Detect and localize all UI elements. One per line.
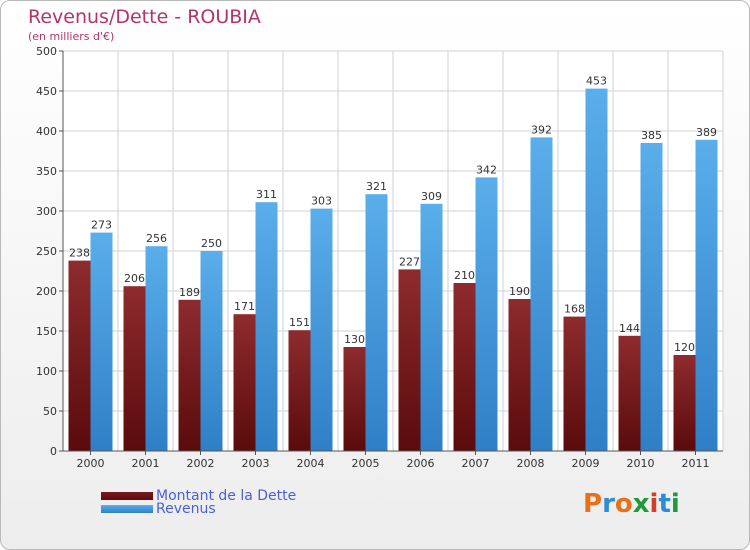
data-label: 151 (289, 316, 310, 329)
x-tick-label: 2001 (132, 457, 160, 470)
data-label: 453 (586, 75, 607, 88)
y-tick-label: 400 (36, 125, 57, 138)
bar-dette (123, 286, 146, 451)
logo-letter: i (649, 489, 659, 519)
bar-dette (618, 335, 641, 451)
data-label: 227 (399, 255, 420, 268)
y-tick-label: 200 (36, 285, 57, 298)
bar-revenus (420, 203, 443, 451)
x-tick-label: 2009 (572, 457, 600, 470)
legend-swatch-revenus (101, 505, 153, 513)
data-label: 392 (531, 123, 552, 136)
bar-revenus (255, 202, 278, 451)
data-label: 206 (124, 272, 145, 285)
bar-dette (673, 355, 696, 451)
bar-dette (508, 299, 531, 451)
logo-letter: t (658, 489, 671, 519)
data-label: 309 (421, 190, 442, 203)
bar-revenus (640, 143, 663, 451)
bar-revenus (365, 194, 388, 451)
bar-dette (68, 260, 91, 451)
data-label: 273 (91, 219, 112, 232)
y-tick-label: 250 (36, 245, 57, 258)
proxiti-logo: Proxiti (583, 489, 680, 519)
chart-title: Revenus/Dette - ROUBIA (28, 6, 261, 28)
logo-letter: r (602, 489, 615, 519)
bar-revenus (585, 88, 608, 451)
x-tick-label: 2007 (462, 457, 490, 470)
data-label: 189 (179, 286, 200, 299)
y-tick-label: 500 (36, 45, 57, 58)
legend-item-debt: Montant de la Dette (101, 488, 297, 504)
x-tick-label: 2008 (517, 457, 545, 470)
x-tick-label: 2006 (407, 457, 435, 470)
bar-revenus (475, 177, 498, 451)
data-label: 144 (619, 322, 640, 335)
bar-revenus (90, 232, 113, 451)
bar-dette (343, 347, 366, 451)
y-tick-label: 300 (36, 205, 57, 218)
data-label: 342 (476, 163, 497, 176)
bar-dette (453, 283, 476, 451)
bar-dette (563, 316, 586, 451)
bar-revenus (310, 208, 333, 451)
x-tick-label: 2002 (187, 457, 215, 470)
data-label: 321 (366, 180, 387, 193)
x-tick-label: 2010 (627, 457, 655, 470)
data-label: 311 (256, 188, 277, 201)
bar-dette (398, 269, 421, 451)
chart-subtitle: (en milliers d'€) (28, 30, 115, 43)
legend-item-revenus: Revenus (101, 501, 216, 517)
logo-letter: x (632, 489, 650, 519)
bar-revenus (200, 251, 223, 451)
data-label: 389 (696, 126, 717, 139)
data-label: 168 (564, 303, 585, 316)
bar-dette (178, 299, 201, 451)
bar-revenus (530, 137, 553, 451)
data-label: 190 (509, 285, 530, 298)
data-label: 250 (201, 237, 222, 250)
x-tick-label: 2004 (297, 457, 325, 470)
x-tick-label: 2003 (242, 457, 270, 470)
data-label: 171 (234, 300, 255, 313)
legend-swatch-debt (101, 492, 153, 500)
legend-label-revenus: Revenus (156, 501, 216, 517)
x-tick-label: 2005 (352, 457, 380, 470)
bar-revenus (695, 139, 718, 452)
x-tick-label: 2011 (682, 457, 710, 470)
data-label: 120 (674, 341, 695, 354)
logo-letter: P (583, 489, 603, 519)
data-label: 303 (311, 195, 332, 208)
logo-letter: i (670, 489, 680, 519)
bar-revenus (145, 246, 168, 451)
data-label: 256 (146, 232, 167, 245)
data-label: 238 (69, 247, 90, 260)
logo-letter: o (614, 489, 633, 519)
y-tick-label: 50 (43, 405, 57, 418)
x-tick-label: 2000 (77, 457, 105, 470)
bar-dette (288, 330, 311, 451)
y-tick-label: 0 (50, 445, 57, 458)
y-tick-label: 350 (36, 165, 57, 178)
y-tick-label: 150 (36, 325, 57, 338)
legend-label-debt: Montant de la Dette (156, 488, 297, 504)
y-tick-label: 100 (36, 365, 57, 378)
data-label: 130 (344, 333, 365, 346)
y-tick-label: 450 (36, 85, 57, 98)
data-label: 385 (641, 129, 662, 142)
data-label: 210 (454, 269, 475, 282)
bar-dette (233, 314, 256, 451)
